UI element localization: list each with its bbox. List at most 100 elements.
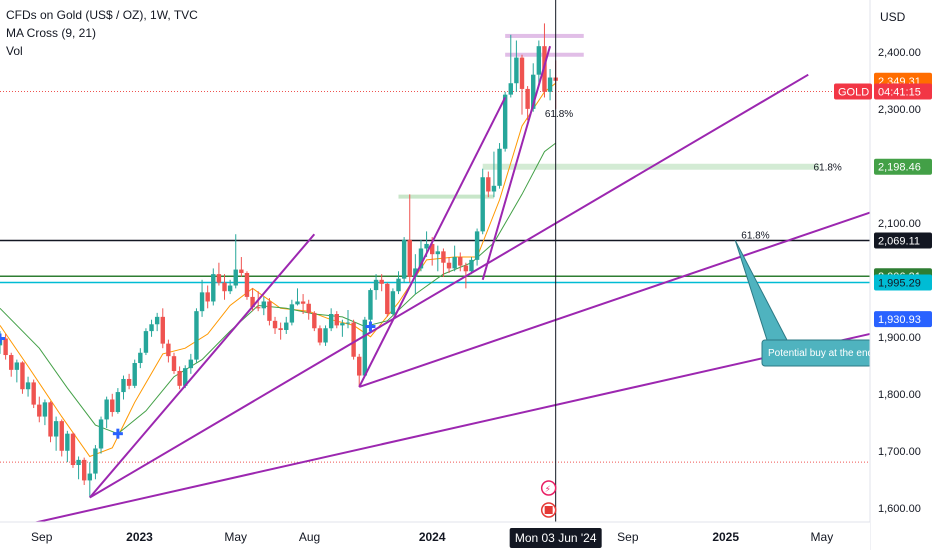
candle[interactable] [362,316,368,377]
candle[interactable] [317,325,323,346]
candle[interactable] [278,322,283,340]
candle[interactable] [396,271,401,295]
event-icon[interactable] [540,480,557,496]
candle[interactable] [390,288,396,316]
candle[interactable] [239,257,244,277]
candle[interactable] [312,311,317,332]
candle[interactable] [401,237,407,283]
candle[interactable] [216,262,222,286]
candle[interactable] [497,143,502,189]
price-tag[interactable]: 1,930.93 [874,311,932,328]
candle[interactable] [469,257,474,275]
trendline[interactable] [481,45,552,281]
candle[interactable] [227,279,233,295]
candle[interactable] [87,462,93,498]
candle[interactable] [154,312,160,332]
candle[interactable] [368,288,373,323]
candle[interactable] [171,352,177,374]
candle[interactable] [306,299,311,320]
time-axis[interactable]: Sep 2023 May Aug 2024 Sep 2025 May Mon 03 Jun '2… [0,521,870,550]
candle[interactable] [407,194,412,283]
volume-label[interactable]: Vol [6,44,23,58]
candle[interactable] [48,401,53,443]
candle[interactable] [211,268,216,306]
candle[interactable] [115,388,121,414]
candle[interactable] [514,40,519,92]
candle[interactable] [385,282,390,317]
trendline[interactable] [358,97,507,388]
candle[interactable] [519,54,525,115]
candle[interactable] [474,228,480,266]
candle[interactable] [536,40,542,87]
candle[interactable] [379,274,384,292]
trendline-layer[interactable] [0,45,871,532]
candle[interactable] [508,34,513,98]
price-tag[interactable]: 2,069.11 [874,232,932,249]
candle[interactable] [70,432,76,468]
candle[interactable] [199,279,205,317]
candle[interactable] [357,353,362,387]
candle[interactable] [244,271,250,300]
trendline[interactable] [0,332,871,532]
candle[interactable] [491,151,497,198]
candle[interactable] [166,339,171,363]
candle[interactable] [160,308,165,349]
price-axis[interactable]: 1,600.001,700.001,800.001,900.002,000.00… [834,0,932,550]
symbol-badge[interactable]: GOLD [834,83,872,100]
candle[interactable] [373,274,379,300]
candle[interactable] [295,288,300,306]
candle[interactable] [284,316,289,334]
candle[interactable] [110,393,115,417]
candle[interactable] [525,86,530,121]
candle[interactable] [138,348,143,369]
currency-button[interactable]: USD [874,4,928,28]
price-zone[interactable] [398,194,494,199]
candle[interactable] [480,168,485,235]
candle[interactable] [267,298,272,326]
candle[interactable] [76,456,81,480]
candle[interactable] [121,375,126,400]
candle[interactable] [289,299,295,326]
candle[interactable] [9,352,14,377]
candle[interactable] [188,353,194,374]
candle[interactable] [59,419,64,457]
price-tag[interactable]: 04:41:15 [874,83,932,100]
candle[interactable] [340,319,345,337]
symbol-title[interactable]: CFDs on Gold (US$ / OZ), 1W, TVC [6,8,198,22]
candle[interactable] [205,285,210,309]
candle[interactable] [446,257,452,273]
candle[interactable] [300,294,306,315]
trendline[interactable] [358,211,871,388]
candle[interactable] [334,311,339,329]
candle[interactable] [53,416,59,451]
candle[interactable] [93,445,98,480]
candle[interactable] [233,234,238,289]
trendline[interactable] [89,73,809,499]
candle[interactable] [104,396,109,428]
candle[interactable] [328,308,334,332]
candle[interactable] [20,361,25,394]
price-tag[interactable]: 1,995.29 [874,274,932,291]
candle[interactable] [486,171,491,198]
candle[interactable] [42,399,48,426]
candle[interactable] [14,359,20,383]
candle[interactable] [132,359,137,389]
indicator-label[interactable]: MA Cross (9, 21) [6,26,97,40]
candle[interactable] [37,396,42,423]
candle[interactable] [25,376,31,397]
price-tag[interactable]: 2,198.46 [874,158,932,175]
candle[interactable] [435,245,441,272]
candle[interactable] [194,308,199,363]
candle[interactable] [177,366,182,390]
candle[interactable] [441,248,446,277]
candle[interactable] [31,379,36,409]
candle[interactable] [81,457,87,485]
candle[interactable] [126,373,132,390]
callout-layer[interactable]: Potential buy at the end [734,240,873,367]
candle[interactable] [98,416,104,454]
candle[interactable] [502,91,508,152]
candle[interactable] [547,68,553,101]
candle[interactable] [149,319,154,337]
candle[interactable] [452,245,457,272]
